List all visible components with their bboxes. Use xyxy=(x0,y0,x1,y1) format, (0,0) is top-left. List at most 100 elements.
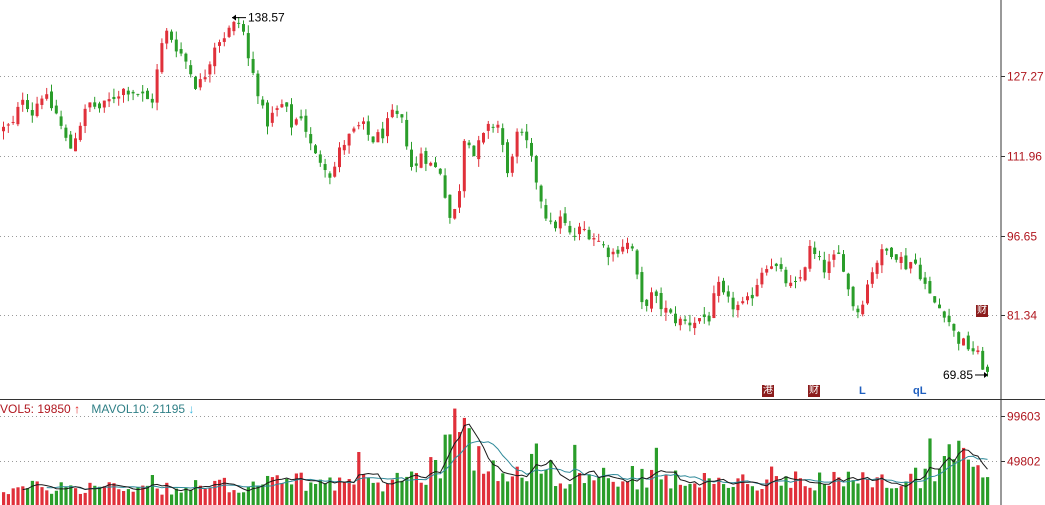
volume-bar xyxy=(674,470,678,505)
candle-body xyxy=(290,104,293,128)
candle-body xyxy=(50,91,53,109)
volume-bar xyxy=(942,456,946,505)
low-annotation-label: 69.85 xyxy=(943,368,973,382)
volume-bar xyxy=(208,487,212,505)
volume-bar xyxy=(280,483,284,505)
candle-body xyxy=(957,332,961,344)
volume-bar xyxy=(232,490,236,505)
candle-body xyxy=(64,127,68,138)
volume-bar xyxy=(976,465,980,505)
volume-bar xyxy=(328,477,332,505)
candle-body xyxy=(813,247,817,254)
volume-bar xyxy=(808,487,812,505)
volume-bar xyxy=(971,466,975,505)
volume-bar xyxy=(26,488,30,505)
volume-bar xyxy=(918,488,922,505)
volume-bar xyxy=(50,493,54,505)
volume-gridlines xyxy=(0,416,1005,462)
volume-bar xyxy=(102,486,106,505)
volume-bar xyxy=(112,483,116,505)
candle-body xyxy=(136,93,140,95)
volume-bar xyxy=(434,459,438,505)
candle-body xyxy=(616,249,620,254)
volume-bar xyxy=(78,493,82,505)
candle-body xyxy=(414,163,418,166)
volume-bar xyxy=(621,481,625,505)
event-marker-l[interactable]: L xyxy=(859,385,866,397)
volume-bar xyxy=(146,485,150,505)
event-marker-cai[interactable]: 财 xyxy=(808,385,820,397)
candle-body xyxy=(54,105,58,114)
candle-body xyxy=(779,264,783,269)
volume-bar xyxy=(117,489,121,505)
volume-moving-averages xyxy=(22,423,988,492)
candle-body xyxy=(899,256,903,263)
candle-body xyxy=(486,123,490,131)
candle-body xyxy=(539,185,543,202)
volume-bar xyxy=(952,459,956,505)
candle-body xyxy=(602,244,605,246)
volume-bar xyxy=(251,481,255,505)
volume-bar xyxy=(165,482,169,505)
price-tick-labels: 127.27 111.96 96.65 81.34 xyxy=(1007,70,1044,323)
volume-bar xyxy=(923,468,927,505)
volume-bar xyxy=(299,472,303,505)
volume-bar xyxy=(453,408,457,505)
candle-body xyxy=(654,291,658,296)
volume-bar xyxy=(482,473,486,505)
volume-bar xyxy=(342,481,346,505)
mavol10-value: MAVOL10: 21195 xyxy=(91,402,186,416)
volume-bar xyxy=(194,480,198,505)
candle-body xyxy=(285,102,289,107)
up-arrow-icon: ↑ xyxy=(74,402,81,416)
candle-body xyxy=(309,134,313,144)
candle-body xyxy=(765,269,769,273)
volume-bar xyxy=(885,487,889,505)
volume-bar xyxy=(218,479,222,505)
volume-bar xyxy=(506,481,510,505)
volume-bar xyxy=(150,475,154,505)
volume-bar xyxy=(760,489,764,505)
vol5-value: VOL5: 19850 xyxy=(0,402,71,416)
volume-bar xyxy=(861,472,865,505)
candle-body xyxy=(266,102,269,127)
volume-bar xyxy=(179,492,183,505)
volume-bar xyxy=(933,481,937,505)
candle-body xyxy=(582,228,586,230)
volume-bar xyxy=(35,481,39,505)
candle-body xyxy=(832,254,836,260)
event-marker-gang[interactable]: 港 xyxy=(762,385,774,397)
volume-bar xyxy=(534,443,538,505)
candle-body xyxy=(875,262,879,274)
candle-body xyxy=(434,162,437,168)
candle-body xyxy=(261,99,265,106)
candle-body xyxy=(645,299,649,306)
event-marker-ql[interactable]: qL xyxy=(913,385,927,397)
volume-bar xyxy=(256,485,260,505)
candle-body xyxy=(698,318,701,322)
candle-body xyxy=(213,47,217,67)
volume-bar xyxy=(338,477,342,505)
candle-body xyxy=(880,249,884,266)
price-tick-label: 111.96 xyxy=(1007,150,1042,164)
event-marker-cai-right[interactable]: 财 xyxy=(976,305,988,317)
candle-body xyxy=(155,69,159,103)
candle-body xyxy=(21,99,25,105)
volume-bar xyxy=(986,477,990,505)
volume-bar xyxy=(366,477,370,505)
candle-body xyxy=(357,125,361,127)
candle-body xyxy=(866,284,869,304)
candlestick-series xyxy=(2,17,989,377)
candle-body xyxy=(851,286,855,307)
candle-body xyxy=(544,205,548,219)
candle-body xyxy=(405,119,409,147)
volume-tick-label: 49802 xyxy=(1007,455,1041,469)
candle-body xyxy=(371,136,375,143)
volume-bar xyxy=(611,481,615,505)
candle-body xyxy=(237,22,241,24)
volume-bar xyxy=(126,489,130,505)
candle-body xyxy=(174,39,178,52)
volume-bar xyxy=(846,471,850,505)
candle-body xyxy=(246,33,250,59)
volume-bar xyxy=(688,483,692,505)
